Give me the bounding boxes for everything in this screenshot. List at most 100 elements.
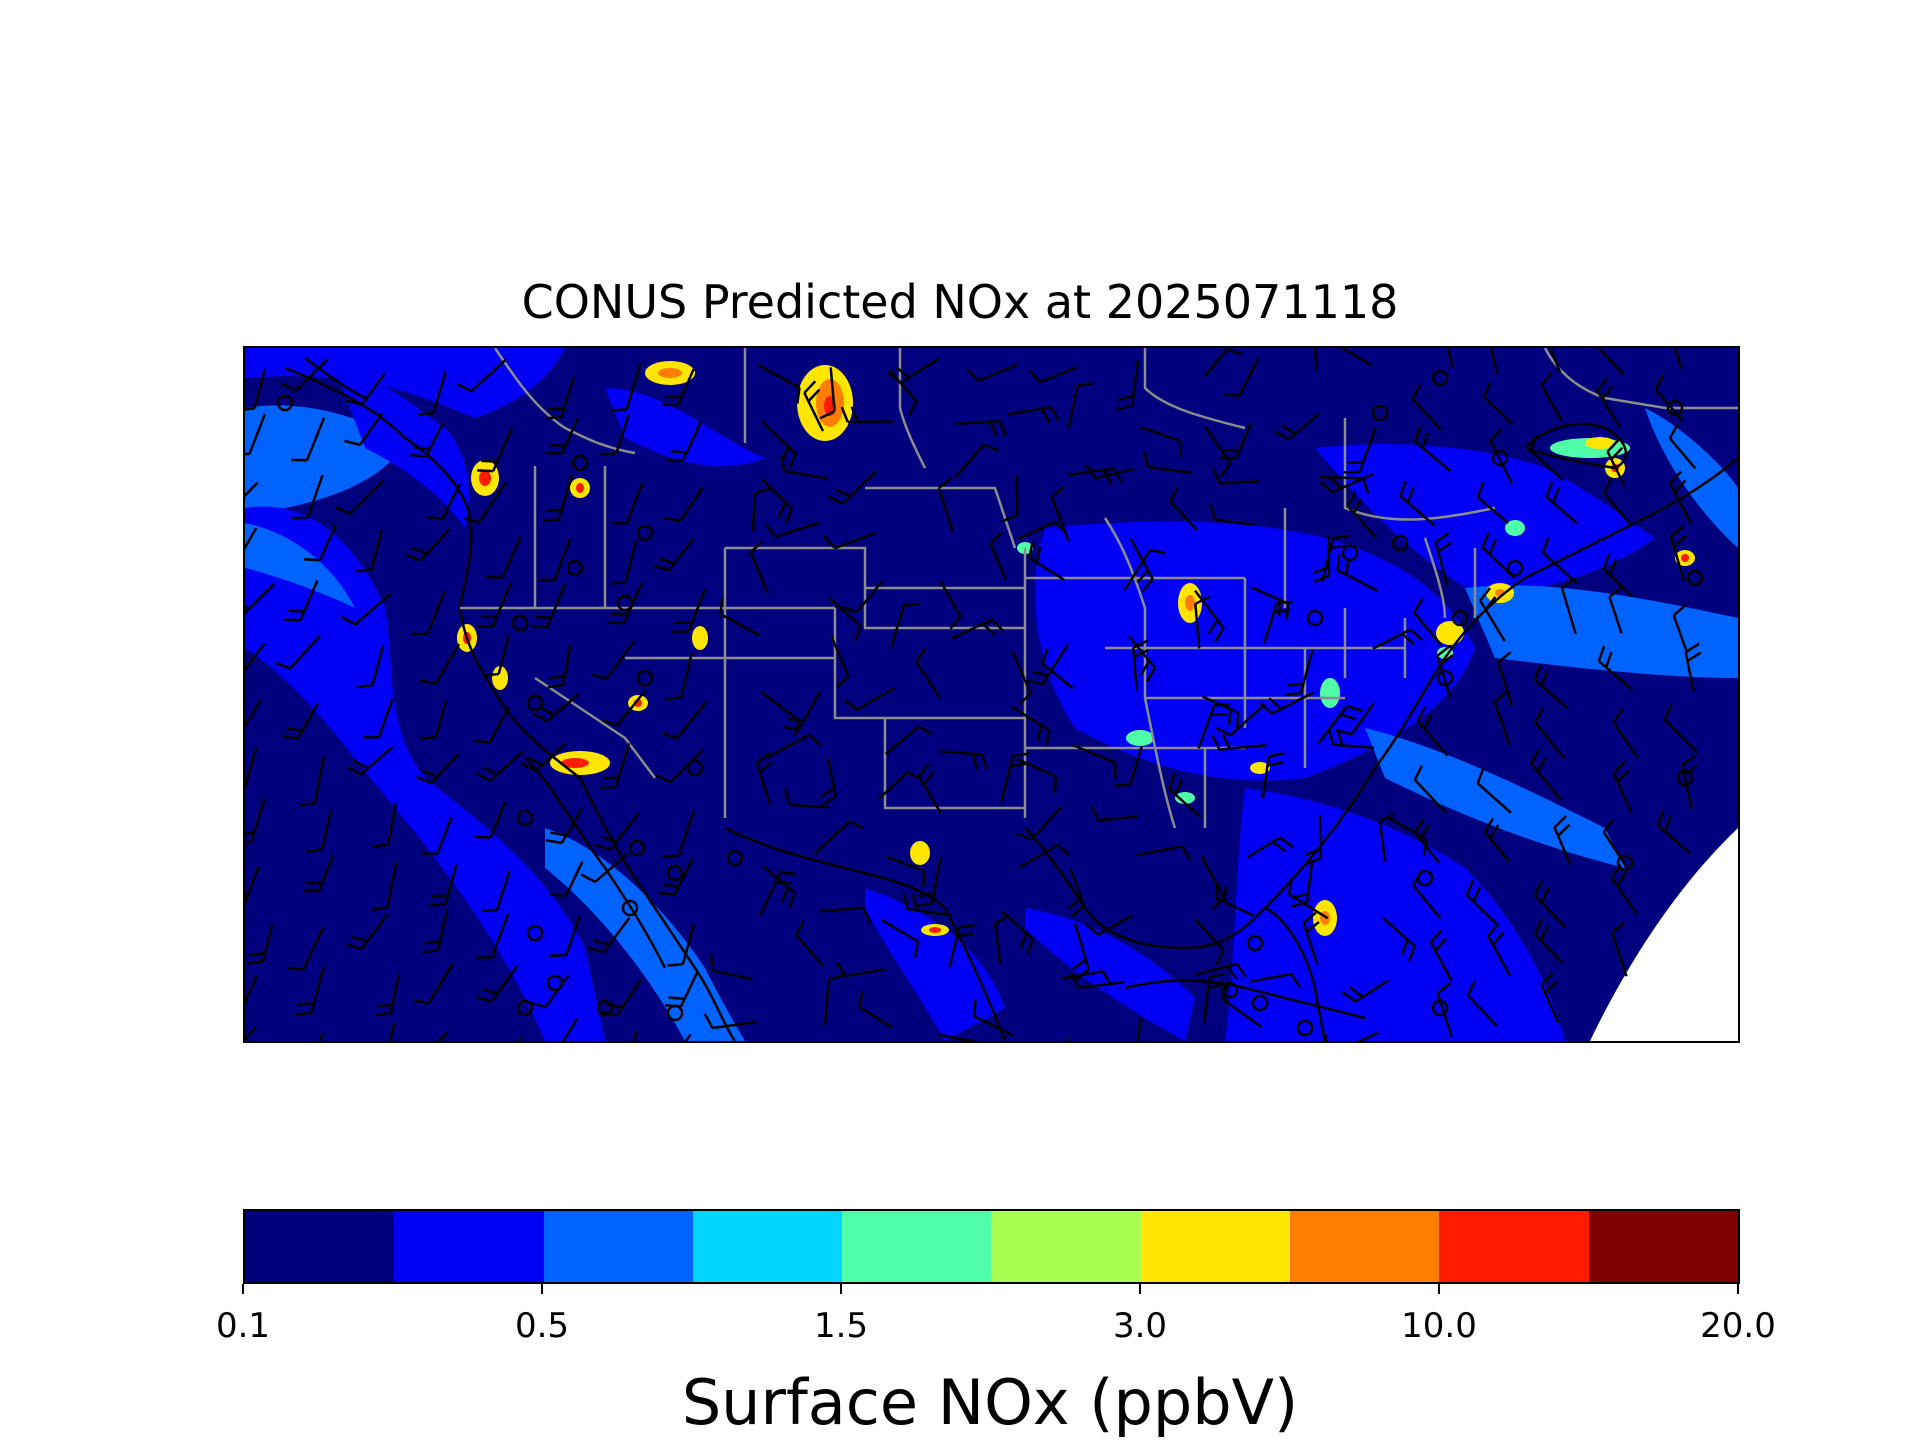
- wind-barb: [948, 923, 976, 968]
- calm-wind-marker: [1221, 981, 1239, 999]
- wind-barb: [1090, 805, 1138, 822]
- wind-barb: [938, 1033, 979, 1041]
- wind-barb: [475, 750, 524, 782]
- wind-barb: [245, 527, 258, 551]
- wind-barb: [580, 852, 629, 884]
- wind-barb: [561, 1018, 579, 1041]
- wind-barb: [412, 963, 454, 1005]
- wind-barb: [1378, 812, 1395, 863]
- state-borders: [460, 348, 1738, 829]
- wind-barb: [245, 699, 262, 729]
- wind-barb: [388, 1022, 396, 1041]
- wind-barb: [820, 906, 871, 924]
- wind-barb: [1018, 843, 1071, 870]
- wind-barb: [411, 591, 446, 636]
- wind-barb: [1479, 587, 1506, 642]
- wind-barb: [749, 540, 769, 594]
- wind-barb: [662, 368, 695, 407]
- wind-barb: [372, 803, 398, 849]
- calm-wind-marker: [1341, 544, 1359, 562]
- calm-wind-marker: [546, 974, 564, 992]
- wind-barb: [1489, 348, 1499, 375]
- calm-wind-marker: [628, 839, 646, 857]
- wind-barb: [1663, 704, 1699, 754]
- wind-barb: [703, 1013, 758, 1030]
- wind-barb: [245, 747, 258, 790]
- wind-barb: [473, 706, 510, 744]
- wind-barb: [1413, 598, 1443, 647]
- wind-barb: [1209, 504, 1255, 527]
- calm-wind-marker: [1371, 404, 1389, 422]
- wind-barb: [287, 926, 325, 971]
- wind-barb: [477, 427, 514, 473]
- wind-barb: [1672, 603, 1689, 653]
- calm-wind-marker: [1506, 559, 1524, 577]
- wind-barb: [410, 422, 445, 458]
- colorbar-segment: [692, 1211, 843, 1282]
- wind-barb: [889, 370, 918, 417]
- wind-barb: [1202, 972, 1225, 1025]
- wind-barb: [1262, 600, 1293, 644]
- wind-barb: [1486, 923, 1512, 977]
- wind-barb: [887, 357, 940, 384]
- wind-barb: [823, 531, 877, 550]
- colorbar-tick: [1438, 1284, 1440, 1294]
- wind-barb: [836, 961, 886, 978]
- wind-barb: [436, 1031, 449, 1041]
- wind-barb: [1028, 365, 1079, 384]
- wind-barb: [538, 538, 572, 582]
- wind-barb: [1167, 773, 1202, 819]
- colorbar-segment: [394, 1211, 544, 1282]
- wind-barb: [405, 528, 451, 562]
- wind-barb: [1319, 472, 1374, 494]
- wind-barb: [1305, 815, 1322, 866]
- calm-wind-marker: [596, 999, 614, 1017]
- wind-barb: [755, 752, 773, 805]
- wind-barb: [841, 580, 884, 614]
- wind-barb: [1476, 481, 1509, 525]
- wind-barb: [1612, 760, 1633, 814]
- wind-barb: [966, 363, 1019, 382]
- colorbar-tick: [1139, 1284, 1141, 1294]
- wind-barb: [456, 358, 508, 393]
- wind-barb: [889, 602, 920, 649]
- wind-barb: [486, 535, 522, 580]
- wind-barb: [1341, 979, 1390, 1003]
- colorbar-label: Surface NOx (ppbV): [681, 1366, 1299, 1439]
- wind-barb: [1219, 423, 1253, 460]
- wind-barb: [610, 363, 642, 412]
- wind-barb: [1436, 644, 1454, 698]
- calm-wind-marker: [636, 669, 654, 687]
- wind-barb: [1246, 836, 1294, 859]
- wind-barb: [281, 702, 320, 740]
- calm-wind-marker: [666, 1004, 684, 1022]
- wind-barb: [245, 865, 260, 904]
- wind-barb: [937, 477, 954, 532]
- wind-barb: [547, 644, 572, 689]
- wind-barb: [1223, 357, 1260, 397]
- wind-barb: [1194, 589, 1225, 643]
- wind-barb: [1026, 643, 1069, 686]
- wind-barb: [1072, 743, 1117, 780]
- wind-barb: [245, 413, 267, 456]
- wind-barb: [599, 742, 631, 790]
- wind-barb: [653, 537, 695, 572]
- wind-barb: [666, 923, 696, 967]
- wind-barb: [1085, 464, 1135, 480]
- wind-barb: [245, 583, 275, 615]
- calm-wind-marker: [511, 614, 529, 632]
- wind-barb: [813, 820, 865, 856]
- wind-barb: [827, 596, 863, 642]
- wind-barb: [858, 991, 894, 1029]
- colorbar-segment: [842, 1211, 992, 1282]
- wind-barb: [549, 861, 584, 898]
- wind-barb: [302, 854, 335, 893]
- wind-barb: [1602, 818, 1628, 868]
- wind-barb: [1317, 704, 1363, 745]
- wind-barb: [780, 455, 829, 480]
- wind-barb: [1476, 767, 1512, 814]
- wind-barb: [1668, 423, 1697, 470]
- colorbar-tick: [840, 1284, 842, 1294]
- calm-wind-marker: [1416, 869, 1434, 887]
- wind-barb: [1169, 486, 1198, 531]
